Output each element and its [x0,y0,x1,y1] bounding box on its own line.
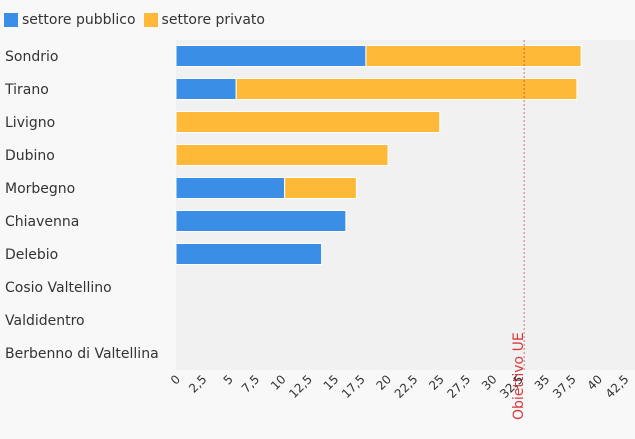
x-tick-label: 25 [426,372,447,393]
category-label: Chiavenna [5,214,79,230]
category-label: Dubino [5,148,55,164]
legend-label-private: settore privato [161,12,265,28]
category-label: Livigno [5,115,55,131]
bar-private [365,45,582,67]
bar-public [175,210,347,232]
x-tick-label: 30 [479,372,500,393]
legend-swatch-public [4,13,18,27]
category-label: Valdidentro [5,313,85,329]
x-tick-label: 17,5 [339,372,368,401]
x-tick-label: 10 [268,372,289,393]
bar-private [235,78,578,100]
x-tick-label: 7,5 [239,372,262,395]
legend-item-private[interactable]: settore privato [143,12,265,28]
legend-swatch-private [143,13,158,27]
category-label: Morbegno [5,181,75,197]
bar-private [175,144,389,166]
bar-public [175,78,237,100]
x-tick-label: 27,5 [444,372,473,401]
reference-line-label: Obiettivo UE [511,332,527,420]
x-tick-label: 15 [321,372,342,393]
x-tick-label: 37,5 [550,372,579,401]
bar-private [284,177,357,199]
category-label: Cosio Valtellino [5,280,112,296]
legend-item-public[interactable]: settore pubblico [4,12,136,28]
bar-private [175,111,441,133]
x-tick-label: 0 [168,372,183,387]
x-tick-label: 22,5 [392,372,421,401]
bar-public [175,243,323,265]
x-tick-label: 2,5 [186,372,209,395]
legend-label-public: settore pubblico [22,12,136,28]
x-tick-label: 35 [532,372,553,393]
category-label: Sondrio [5,49,58,65]
bar-public [175,177,286,199]
x-tick-label: 20 [373,372,394,393]
category-label: Delebio [5,247,58,263]
x-tick-label: 42,5 [603,372,632,401]
bar-public [175,45,367,67]
category-label: Tirano [4,82,49,98]
x-tick-label: 40 [584,372,605,393]
x-tick-label: 12,5 [286,372,315,401]
x-tick-label: 5 [221,372,236,387]
legend: settore pubblico settore privato [4,12,273,28]
category-label: Berbenno di Valtellina [5,346,159,362]
